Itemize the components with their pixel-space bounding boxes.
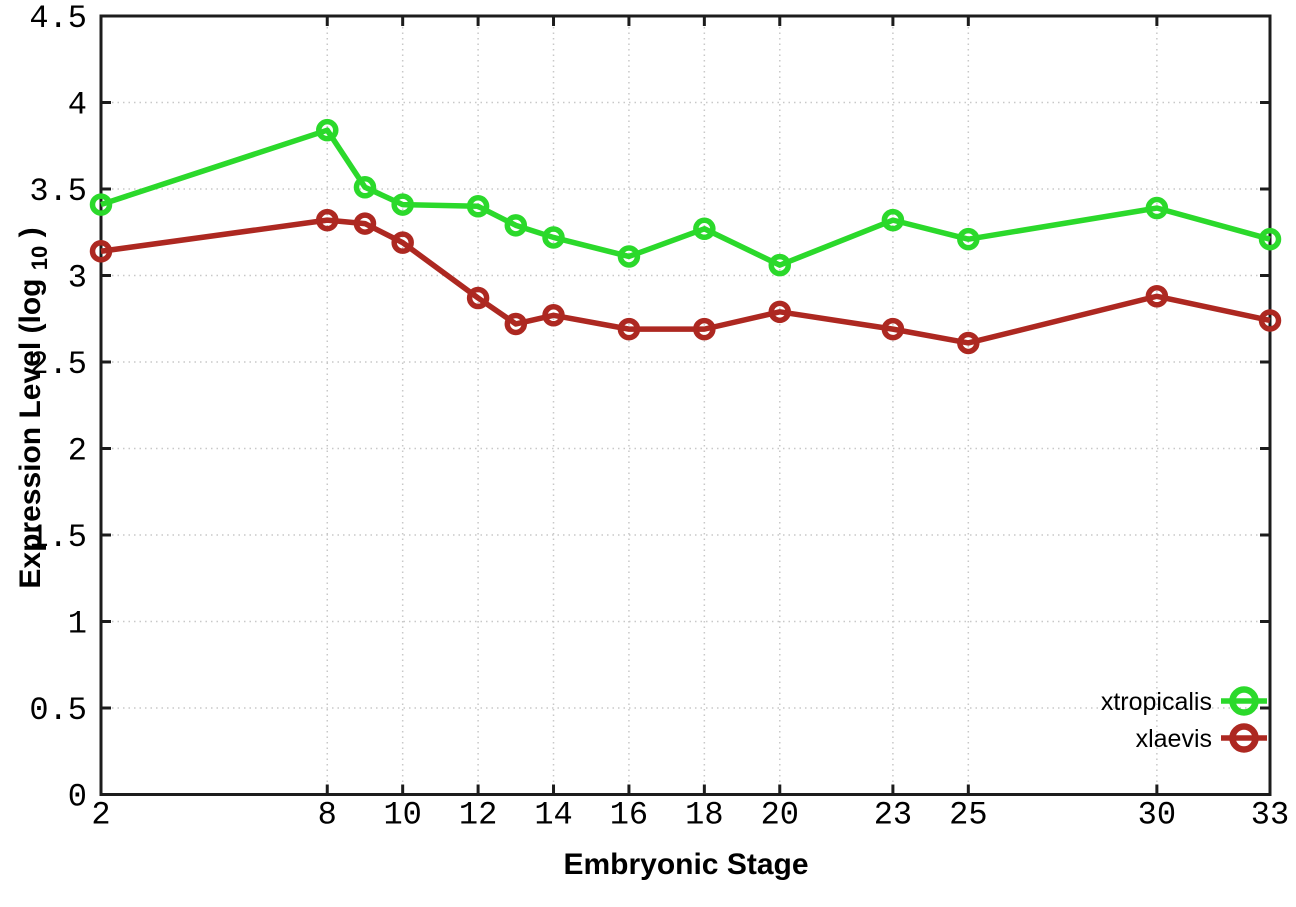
y-tick-label: 4 — [68, 87, 87, 124]
y-axis-label-subscript: 10 — [27, 246, 52, 270]
data-point-xlaevis — [353, 212, 377, 235]
data-point-xtropicalis — [617, 245, 641, 268]
x-tick-label: 16 — [610, 797, 648, 834]
data-point-xtropicalis — [768, 253, 792, 277]
data-point-xtropicalis — [391, 193, 414, 216]
data-point-xlaevis — [881, 317, 905, 341]
grid-lines — [101, 15, 1271, 795]
x-tick-label: 18 — [685, 797, 723, 834]
legend-marker-icon-xtropicalis — [1229, 686, 1259, 716]
data-point-xlaevis — [693, 317, 716, 341]
x-tick-label: 10 — [383, 797, 421, 834]
data-point-xtropicalis — [1258, 227, 1282, 251]
data-point-xlaevis — [466, 286, 490, 310]
x-tick-label: 14 — [534, 797, 572, 834]
y-axis-label-close: ) — [14, 227, 47, 237]
data-point-xlaevis — [316, 208, 339, 232]
data-point-xlaevis — [1145, 285, 1169, 308]
x-tick-label: 33 — [1251, 797, 1289, 834]
data-point-xtropicalis — [542, 226, 565, 249]
tick-labels: 2 8 10 12 14 16 18 20 23 25 30 33 0 0.5 1 1.5 2 2.5 3 3.5 4 4… — [29, 0, 1289, 834]
data-point-xlaevis — [617, 317, 641, 341]
y-axis-label-main: Expression Level (log — [14, 279, 47, 589]
data-point-xlaevis — [504, 312, 528, 336]
x-tick-label: 23 — [874, 797, 912, 834]
x-tick-label: 8 — [318, 797, 337, 834]
data-point-xtropicalis — [504, 214, 528, 237]
data-point-xlaevis — [542, 304, 565, 327]
y-axis-label: Expression Level (log 10 ) — [14, 227, 54, 588]
legend-entry-xtropicalis: xtropicalis — [1101, 686, 1267, 716]
data-point-xlaevis — [957, 331, 980, 355]
x-axis-label: Embryonic Stage — [563, 848, 808, 881]
y-tick-label: 4.5 — [29, 0, 87, 37]
legend-label-xtropicalis: xtropicalis — [1101, 688, 1212, 716]
y-tick-label: 3.5 — [29, 173, 87, 210]
y-tick-label: 0 — [68, 779, 87, 816]
x-tick-label: 30 — [1138, 797, 1176, 834]
data-point-xlaevis — [391, 231, 414, 254]
y-tick-label: 3 — [68, 260, 87, 297]
series-line-xtropicalis — [100, 127, 1271, 268]
data-point-xtropicalis — [957, 227, 980, 251]
data-point-xtropicalis — [1145, 196, 1169, 220]
y-tick-label: 1 — [68, 606, 87, 643]
data-point-xtropicalis — [693, 217, 716, 241]
y-tick-label: 1.5 — [29, 519, 87, 556]
data-point-xtropicalis — [89, 193, 113, 216]
tick-marks — [99, 14, 1272, 796]
y-tick-label: 2.5 — [29, 346, 87, 383]
legend: xtropicalis xlaevis — [1101, 686, 1267, 753]
data-series — [89, 118, 1282, 355]
data-point-xtropicalis — [881, 208, 905, 232]
x-tick-label: 2 — [91, 797, 110, 834]
legend-entry-xlaevis: xlaevis — [1136, 723, 1267, 753]
data-point-xlaevis — [89, 240, 113, 263]
x-tick-label: 25 — [949, 797, 987, 834]
legend-marker-icon-xlaevis — [1229, 723, 1259, 753]
data-point-xtropicalis — [466, 195, 490, 218]
x-tick-label: 12 — [459, 797, 497, 834]
x-tick-label: 20 — [761, 797, 799, 834]
plot-border — [99, 14, 1272, 796]
data-point-xlaevis — [1258, 309, 1282, 332]
y-tick-label: 2 — [68, 433, 87, 470]
y-tick-label: 0.5 — [29, 692, 87, 729]
data-point-xtropicalis — [316, 118, 339, 142]
data-point-xlaevis — [768, 300, 792, 324]
legend-label-xlaevis: xlaevis — [1136, 725, 1212, 753]
data-point-xtropicalis — [353, 176, 377, 199]
